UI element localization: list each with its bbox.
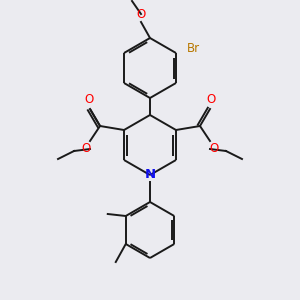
Text: O: O (136, 8, 146, 21)
Text: O: O (209, 142, 218, 155)
Text: Br: Br (187, 43, 200, 56)
Text: N: N (144, 169, 156, 182)
Text: O: O (206, 93, 216, 106)
Text: O: O (82, 142, 91, 155)
Text: O: O (84, 93, 94, 106)
